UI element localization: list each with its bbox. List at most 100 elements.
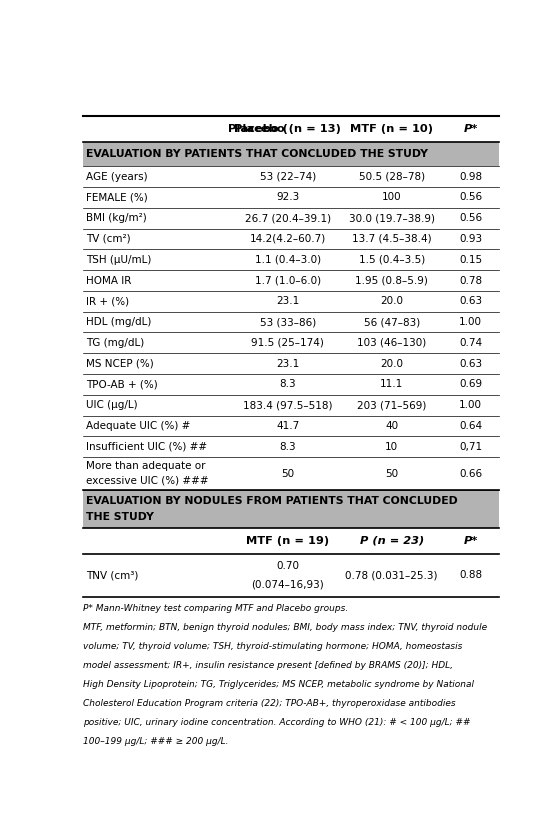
Bar	[83, 528, 499, 554]
Bar	[83, 228, 499, 249]
Text: 50.5 (28–78): 50.5 (28–78)	[359, 172, 425, 182]
Text: 103 (46–130): 103 (46–130)	[357, 338, 427, 348]
Text: 203 (71–569): 203 (71–569)	[357, 400, 427, 410]
Text: IR + (%): IR + (%)	[86, 296, 130, 306]
Text: 20.0: 20.0	[380, 296, 403, 306]
Text: EVALUATION BY NODULES FROM PATIENTS THAT CONCLUDED: EVALUATION BY NODULES FROM PATIENTS THAT…	[86, 496, 458, 506]
Text: TG (mg/dL): TG (mg/dL)	[86, 338, 145, 348]
Text: HOMA IR: HOMA IR	[86, 276, 132, 285]
Text: 14.2(4.2–60.7): 14.2(4.2–60.7)	[249, 234, 326, 244]
Text: TSH (μU/mL): TSH (μU/mL)	[86, 254, 151, 265]
Text: 30.0 (19.7–38.9): 30.0 (19.7–38.9)	[349, 213, 435, 223]
Text: 0.69: 0.69	[459, 380, 482, 389]
Bar	[83, 554, 499, 597]
Text: 53 (22–74): 53 (22–74)	[259, 172, 316, 182]
Text: EVALUATION BY PATIENTS THAT CONCLUDED THE STUDY: EVALUATION BY PATIENTS THAT CONCLUDED TH…	[86, 149, 428, 160]
Text: 20.0: 20.0	[380, 358, 403, 369]
Text: 10: 10	[385, 442, 398, 452]
Text: 183.4 (97.5–518): 183.4 (97.5–518)	[243, 400, 333, 410]
Text: P (n = 23): P (n = 23)	[359, 536, 424, 546]
Bar	[83, 374, 499, 395]
Text: Adequate UIC (%) #: Adequate UIC (%) #	[86, 421, 191, 431]
Bar	[83, 208, 499, 228]
Text: 8.3: 8.3	[280, 380, 296, 389]
Text: 0,71: 0,71	[459, 442, 482, 452]
Text: BMI (kg/m²): BMI (kg/m²)	[86, 213, 147, 223]
Text: 40: 40	[385, 421, 398, 431]
Text: 1.00: 1.00	[459, 317, 482, 327]
Text: MTF (n = 10): MTF (n = 10)	[350, 124, 433, 134]
Text: 1.1 (0.4–3.0): 1.1 (0.4–3.0)	[255, 254, 321, 265]
Text: 1.00: 1.00	[459, 400, 482, 410]
Text: Insufficient UIC (%) ##: Insufficient UIC (%) ##	[86, 442, 207, 452]
Bar	[83, 332, 499, 353]
Text: P*: P*	[463, 536, 478, 546]
Bar	[83, 490, 499, 528]
Text: 23.1: 23.1	[276, 296, 299, 306]
Text: 1.5 (0.4–3.5): 1.5 (0.4–3.5)	[358, 254, 425, 265]
Bar	[83, 436, 499, 457]
Bar	[83, 142, 499, 166]
Text: 26.7 (20.4–39.1): 26.7 (20.4–39.1)	[245, 213, 331, 223]
Text: volume; TV, thyroid volume; TSH, thyroid-stimulating hormone; HOMA, homeostasis: volume; TV, thyroid volume; TSH, thyroid…	[83, 642, 462, 651]
Text: 0.93: 0.93	[459, 234, 482, 244]
Text: P*: P*	[463, 124, 478, 134]
Text: FEMALE (%): FEMALE (%)	[86, 192, 148, 202]
Text: 100–199 μg/L; ### ≥ 200 μg/L.: 100–199 μg/L; ### ≥ 200 μg/L.	[83, 736, 229, 745]
Text: P* Mann-Whitney test comparing MTF and Placebo groups.: P* Mann-Whitney test comparing MTF and P…	[83, 605, 348, 614]
Text: 0.63: 0.63	[459, 358, 482, 369]
Text: 0.63: 0.63	[459, 296, 482, 306]
Text: 0.70: 0.70	[276, 561, 299, 571]
Text: AGE (years): AGE (years)	[86, 172, 148, 182]
Text: excessive UIC (%) ###: excessive UIC (%) ###	[86, 476, 209, 486]
Text: Placebo (: Placebo (	[228, 124, 288, 134]
Text: 0.74: 0.74	[459, 338, 482, 348]
Bar	[83, 353, 499, 374]
Text: 50: 50	[281, 469, 294, 479]
Bar	[83, 457, 499, 490]
Text: 0.56: 0.56	[459, 213, 482, 223]
Text: 1.95 (0.8–5.9): 1.95 (0.8–5.9)	[355, 276, 428, 285]
Text: HDL (mg/dL): HDL (mg/dL)	[86, 317, 151, 327]
Text: More than adequate or: More than adequate or	[86, 461, 206, 471]
Text: 23.1: 23.1	[276, 358, 299, 369]
Text: 1.7 (1.0–6.0): 1.7 (1.0–6.0)	[255, 276, 321, 285]
Text: 100: 100	[382, 192, 401, 202]
Text: 8.3: 8.3	[280, 442, 296, 452]
Bar	[83, 291, 499, 312]
Text: 0.88: 0.88	[459, 570, 482, 581]
Bar	[83, 249, 499, 270]
Bar	[83, 116, 499, 142]
Bar	[83, 312, 499, 332]
Text: 56 (47–83): 56 (47–83)	[363, 317, 420, 327]
Text: 11.1: 11.1	[380, 380, 403, 389]
Text: TNV (cm³): TNV (cm³)	[86, 570, 139, 581]
Text: positive; UIC, urinary iodine concentration. According to WHO (21): # < 100 μg/L: positive; UIC, urinary iodine concentrat…	[83, 717, 470, 726]
Text: MTF (n = 19): MTF (n = 19)	[246, 536, 329, 546]
Text: TPO-AB + (%): TPO-AB + (%)	[86, 380, 158, 389]
Text: Cholesterol Education Program criteria (22); TPO-AB+, thyroperoxidase antibodies: Cholesterol Education Program criteria (…	[83, 699, 456, 708]
Text: THE STUDY: THE STUDY	[86, 512, 154, 522]
Text: 0.98: 0.98	[459, 172, 482, 182]
Text: 0.64: 0.64	[459, 421, 482, 431]
Bar	[83, 270, 499, 291]
Text: (0.074–16,93): (0.074–16,93)	[252, 580, 324, 590]
Text: High Density Lipoprotein; TG, Triglycerides; MS NCEP, metabolic syndrome by Nati: High Density Lipoprotein; TG, Triglyceri…	[83, 680, 474, 689]
Text: MTF, metformin; BTN, benign thyroid nodules; BMI, body mass index; TNV, thyroid : MTF, metformin; BTN, benign thyroid nodu…	[83, 623, 487, 632]
Text: 53 (33–86): 53 (33–86)	[259, 317, 316, 327]
Text: 91.5 (25–174): 91.5 (25–174)	[251, 338, 324, 348]
Text: 0.56: 0.56	[459, 192, 482, 202]
Text: MS NCEP (%): MS NCEP (%)	[86, 358, 154, 369]
Bar	[83, 166, 499, 187]
Text: 0.15: 0.15	[459, 254, 482, 265]
Text: 0.78: 0.78	[459, 276, 482, 285]
Text: 50: 50	[385, 469, 398, 479]
Text: 0.78 (0.031–25.3): 0.78 (0.031–25.3)	[345, 570, 438, 581]
Bar	[83, 416, 499, 436]
Text: 13.7 (4.5–38.4): 13.7 (4.5–38.4)	[352, 234, 432, 244]
Text: model assessment; IR+, insulin resistance present [defined by BRAMS (20)]; HDL,: model assessment; IR+, insulin resistanc…	[83, 661, 453, 670]
Text: 41.7: 41.7	[276, 421, 299, 431]
Text: Placebo (n = 13): Placebo (n = 13)	[234, 124, 341, 134]
Text: TV (cm²): TV (cm²)	[86, 234, 131, 244]
Bar	[83, 395, 499, 416]
